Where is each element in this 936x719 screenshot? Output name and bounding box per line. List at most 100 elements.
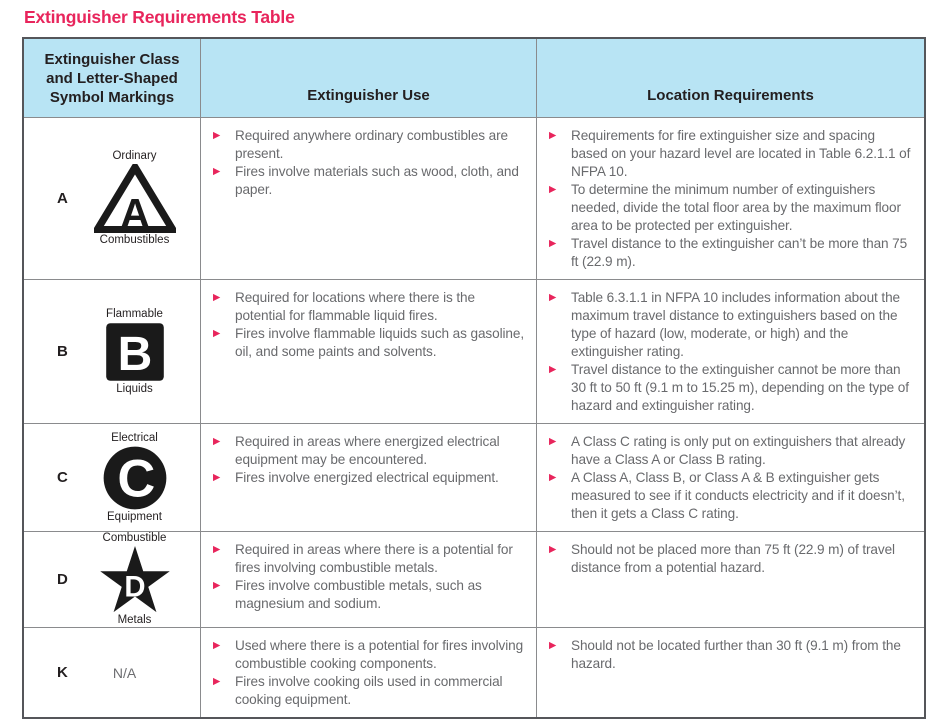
bullet-text: Should not be located further than 30 ft… bbox=[571, 638, 901, 671]
bullet-icon: ▶ bbox=[213, 436, 221, 447]
class-b-symbol: Flammable B Liquids bbox=[79, 308, 190, 396]
bullet-item: ▶ Used where there is a potential for fir… bbox=[213, 637, 526, 673]
use-cell-d: ▶ Required in areas where there is a pote… bbox=[200, 532, 536, 627]
bullet-item: ▶ Fires involve cooking oils used in comm… bbox=[213, 673, 526, 709]
table-row-class-a: A Ordinary A Combustibles ▶ Required anyw… bbox=[24, 117, 924, 279]
bullet-text: To determine the minimum number of extin… bbox=[571, 182, 901, 233]
bullet-text: Fires involve cooking oils used in comme… bbox=[235, 674, 503, 707]
symbol-label-bottom: Liquids bbox=[116, 382, 153, 395]
class-cell-a: A Ordinary A Combustibles bbox=[24, 118, 200, 279]
bullet-text: Travel distance to the extinguisher cann… bbox=[571, 362, 909, 413]
table-row-class-d: D Combustible D Metals ▶ Required in area… bbox=[24, 531, 924, 627]
class-cell-c: C Electrical C Equipment bbox=[24, 424, 200, 531]
bullet-icon: ▶ bbox=[213, 166, 221, 177]
class-cell-d: D Combustible D Metals bbox=[24, 532, 200, 627]
symbol-label-top: Ordinary bbox=[112, 150, 157, 162]
location-cell-k: ▶ Should not be located further than 30 f… bbox=[536, 628, 924, 717]
symbol-letter: A bbox=[120, 190, 150, 233]
bullet-item: ▶ Fires involve combustible metals, such … bbox=[213, 577, 526, 613]
bullet-item: ▶ Requirements for fire extinguisher size… bbox=[549, 127, 914, 181]
bullet-item: ▶ Fires involve flammable liquids such as… bbox=[213, 325, 526, 361]
class-letter: K bbox=[57, 664, 68, 681]
bullet-text: Required anywhere ordinary combustibles … bbox=[235, 128, 509, 161]
bullet-item: ▶ A Class A, Class B, or Class A & B exti… bbox=[549, 469, 914, 523]
bullet-item: ▶ Required for locations where there is t… bbox=[213, 289, 526, 325]
location-cell-a: ▶ Requirements for fire extinguisher size… bbox=[536, 118, 924, 279]
location-cell-d: ▶ Should not be placed more than 75 ft (2… bbox=[536, 532, 924, 627]
bullet-text: A Class C rating is only put on extingui… bbox=[571, 434, 906, 467]
table-row-class-b: B Flammable B Liquids ▶ Required for loca… bbox=[24, 279, 924, 423]
bullet-icon: ▶ bbox=[549, 472, 557, 483]
class-letter: C bbox=[57, 469, 68, 486]
bullet-text: Fires involve energized electrical equip… bbox=[235, 470, 499, 485]
bullet-item: ▶ Should not be located further than 30 f… bbox=[549, 637, 914, 673]
bullet-item: ▶ Travel distance to the extinguisher can… bbox=[549, 235, 914, 271]
location-cell-b: ▶ Table 6.3.1.1 in NFPA 10 includes infor… bbox=[536, 280, 924, 423]
header-extinguisher-use: Extinguisher Use bbox=[200, 39, 536, 117]
bullet-icon: ▶ bbox=[213, 544, 221, 555]
class-letter: B bbox=[57, 343, 68, 360]
bullet-text: Used where there is a potential for fire… bbox=[235, 638, 524, 671]
bullet-icon: ▶ bbox=[213, 328, 221, 339]
class-cell-b: B Flammable B Liquids bbox=[24, 280, 200, 423]
bullet-icon: ▶ bbox=[213, 292, 221, 303]
symbol-label-top: Flammable bbox=[106, 307, 163, 320]
bullet-icon: ▶ bbox=[549, 640, 557, 651]
bullet-icon: ▶ bbox=[549, 364, 557, 375]
bullet-text: Required for locations where there is th… bbox=[235, 290, 475, 323]
symbol-letter: B bbox=[117, 328, 152, 381]
triangle-a-icon: A bbox=[93, 164, 176, 233]
bullet-text: Fires involve combustible metals, such a… bbox=[235, 578, 482, 611]
bullet-text: Table 6.3.1.1 in NFPA 10 includes inform… bbox=[571, 290, 901, 359]
class-a-symbol: Ordinary A Combustibles bbox=[79, 150, 190, 247]
class-letter: A bbox=[57, 190, 68, 207]
use-cell-a: ▶ Required anywhere ordinary combustibles… bbox=[200, 118, 536, 279]
bullet-icon: ▶ bbox=[213, 640, 221, 651]
extinguisher-requirements-table: Extinguisher Class and Letter-Shaped Sym… bbox=[22, 37, 926, 719]
bullet-icon: ▶ bbox=[549, 130, 557, 141]
bullet-item: ▶ Travel distance to the extinguisher can… bbox=[549, 361, 914, 415]
square-b-icon: B bbox=[105, 322, 164, 381]
bullet-text: Required in areas where energized electr… bbox=[235, 434, 500, 467]
bullet-text: Fires involve materials such as wood, cl… bbox=[235, 164, 519, 197]
symbol-na: N/A bbox=[112, 664, 137, 681]
bullet-icon: ▶ bbox=[213, 580, 221, 591]
bullet-icon: ▶ bbox=[549, 544, 557, 555]
table-row-class-c: C Electrical C Equipment ▶ Required in ar… bbox=[24, 423, 924, 531]
use-cell-k: ▶ Used where there is a potential for fir… bbox=[200, 628, 536, 717]
class-c-symbol: Electrical C Equipment bbox=[79, 432, 190, 524]
bullet-item: ▶ Required in areas where there is a pote… bbox=[213, 541, 526, 577]
bullet-item: ▶ Fires involve materials such as wood, c… bbox=[213, 163, 526, 199]
symbol-letter: D bbox=[124, 570, 145, 603]
symbol-label-bottom: Metals bbox=[117, 614, 152, 626]
bullet-item: ▶ A Class C rating is only put on extingu… bbox=[549, 433, 914, 469]
bullet-icon: ▶ bbox=[549, 292, 557, 303]
bullet-item: ▶ Required in areas where energized elect… bbox=[213, 433, 526, 469]
bullet-icon: ▶ bbox=[549, 238, 557, 249]
symbol-label-bottom: Combustibles bbox=[99, 234, 170, 246]
symbol-label-top: Electrical bbox=[111, 431, 158, 444]
table-header-row: Extinguisher Class and Letter-Shaped Sym… bbox=[24, 39, 924, 117]
bullet-text: Fires involve flammable liquids such as … bbox=[235, 326, 525, 359]
use-cell-c: ▶ Required in areas where energized elect… bbox=[200, 424, 536, 531]
class-cell-k: K N/A bbox=[24, 628, 200, 717]
bullet-text: Should not be placed more than 75 ft (22… bbox=[571, 542, 895, 575]
header-class-markings: Extinguisher Class and Letter-Shaped Sym… bbox=[24, 39, 200, 117]
class-letter: D bbox=[57, 571, 68, 588]
header-location-requirements: Location Requirements bbox=[536, 39, 924, 117]
class-d-symbol: Combustible D Metals bbox=[79, 532, 190, 627]
bullet-icon: ▶ bbox=[213, 472, 221, 483]
bullet-item: ▶ Fires involve energized electrical equi… bbox=[213, 469, 526, 487]
bullet-text: Travel distance to the extinguisher can’… bbox=[571, 236, 908, 269]
symbol-label-bottom: Equipment bbox=[107, 510, 162, 523]
symbol-label-top: Combustible bbox=[102, 532, 167, 544]
bullet-text: Required in areas where there is a poten… bbox=[235, 542, 513, 575]
bullet-item: ▶ To determine the minimum number of exti… bbox=[549, 181, 914, 235]
page-title: Extinguisher Requirements Table bbox=[24, 7, 295, 27]
bullet-icon: ▶ bbox=[213, 130, 221, 141]
bullet-icon: ▶ bbox=[213, 676, 221, 687]
bullet-text: A Class A, Class B, or Class A & B extin… bbox=[571, 470, 905, 521]
use-cell-b: ▶ Required for locations where there is t… bbox=[200, 280, 536, 423]
bullet-item: ▶ Required anywhere ordinary combustibles… bbox=[213, 127, 526, 163]
